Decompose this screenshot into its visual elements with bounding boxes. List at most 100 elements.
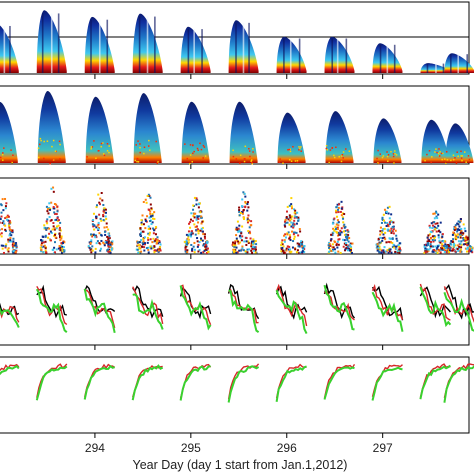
panel-3-point — [286, 233, 289, 236]
panel-3-point — [45, 228, 48, 231]
panel-3-point — [235, 237, 238, 240]
panel-3-point — [460, 227, 463, 230]
panel-3-point — [427, 234, 430, 237]
panel-3-point — [457, 236, 460, 239]
panel-3-point — [46, 210, 49, 213]
panel-3-point — [290, 203, 293, 206]
panel-3-point — [441, 246, 444, 249]
panel-3-point — [90, 241, 93, 244]
panel-3-point — [103, 207, 106, 210]
panel-2-speckle — [106, 150, 109, 152]
panel-3-point — [295, 251, 298, 254]
panel-3-point — [240, 232, 243, 235]
panel-3-point — [438, 239, 441, 242]
panel-3-point — [280, 241, 283, 244]
panel-3-point — [432, 250, 435, 253]
panel-3-point — [383, 227, 386, 230]
panel-1-streak — [57, 13, 60, 73]
panel-3-point — [392, 228, 395, 231]
panel-3-point — [186, 251, 189, 254]
panel-3-point — [39, 246, 42, 249]
panel-3-point — [242, 249, 245, 252]
panel-3-point — [391, 225, 394, 228]
panel-3-point — [344, 249, 347, 252]
panel-3-point — [343, 213, 346, 216]
panel-3-point — [153, 217, 156, 220]
panel-3-point — [56, 219, 59, 222]
panel-3-point — [464, 239, 467, 242]
panel-3-point — [201, 220, 204, 223]
panel-1-streak — [435, 63, 437, 73]
panel-5-series-line — [419, 364, 451, 400]
panel-3-point — [151, 214, 154, 217]
panel-3-point — [337, 203, 340, 206]
panel-3-point — [202, 244, 205, 247]
panel-3-point — [328, 250, 331, 253]
panel-3-point — [6, 248, 9, 251]
panel-3-point — [192, 215, 195, 218]
panel-3-point — [8, 226, 11, 229]
panel-3-point — [342, 245, 345, 248]
panel-5-series-line — [35, 365, 68, 401]
panel-3-point — [336, 228, 339, 231]
panel-1-streak — [450, 54, 452, 73]
panel-2-speckle — [136, 160, 138, 163]
panel-3-point — [433, 237, 436, 240]
panel-2-speckle — [465, 161, 467, 163]
panel-2-speckle — [390, 150, 392, 153]
panel-3-point — [246, 251, 249, 254]
panel-3-point — [252, 245, 255, 248]
panel-2-speckle — [424, 159, 426, 162]
panel-3-point — [240, 249, 243, 252]
panel-3-point — [431, 227, 434, 230]
panel-3-point — [60, 251, 63, 254]
panel-3-point — [283, 251, 286, 254]
panel-3-point — [439, 241, 442, 244]
panel-3-point — [347, 240, 350, 243]
panel-3-point — [436, 245, 439, 248]
panel-3-point — [11, 243, 14, 246]
panel-3-point — [437, 224, 440, 227]
panel-3-point — [95, 242, 98, 245]
panel-3-point — [92, 225, 95, 228]
panel-3-point — [159, 249, 162, 252]
panel-3-point — [8, 240, 11, 243]
panel-4-series-line — [35, 288, 68, 334]
panel-3-point — [58, 232, 61, 235]
panel-3-point — [292, 240, 295, 243]
panel-2-speckle — [40, 139, 42, 142]
panel-3-point — [342, 225, 345, 228]
panel-1-streak — [235, 22, 237, 73]
panel-3-point — [8, 227, 11, 230]
panel-2-speckle — [300, 146, 302, 148]
panel-2-speckle — [440, 152, 443, 155]
panel-2-speckle — [58, 140, 61, 143]
panel-3-point — [287, 231, 290, 234]
panel-3-point — [107, 240, 110, 243]
panel-3-point — [47, 236, 50, 239]
panel-3-point — [290, 207, 293, 210]
panel-3-point — [246, 201, 249, 204]
panel-3-point — [60, 235, 63, 238]
panel-3-point — [195, 197, 198, 200]
panel-3-point — [336, 246, 339, 249]
panel-3-point — [344, 242, 347, 245]
panel-3-point — [248, 226, 251, 229]
panel-1-streak — [393, 44, 396, 73]
panel-3-point — [242, 191, 245, 194]
panel-2-day-curtain — [181, 101, 210, 163]
panel-3-point — [283, 224, 286, 227]
panel-3-point — [391, 237, 394, 240]
panel-3-point — [152, 247, 155, 250]
panel-4-series-line — [179, 285, 212, 331]
panel-2-speckle — [290, 160, 293, 163]
panel-3-point — [9, 237, 12, 240]
panel-3-point — [340, 214, 343, 217]
panel-3-point — [100, 191, 103, 194]
panel-3-point — [331, 246, 334, 249]
panel-3-point — [299, 242, 302, 245]
panel-3-point — [193, 223, 196, 226]
panel-3-point — [189, 221, 192, 224]
panel-3-point — [293, 208, 296, 211]
panel-3-point — [53, 211, 56, 214]
